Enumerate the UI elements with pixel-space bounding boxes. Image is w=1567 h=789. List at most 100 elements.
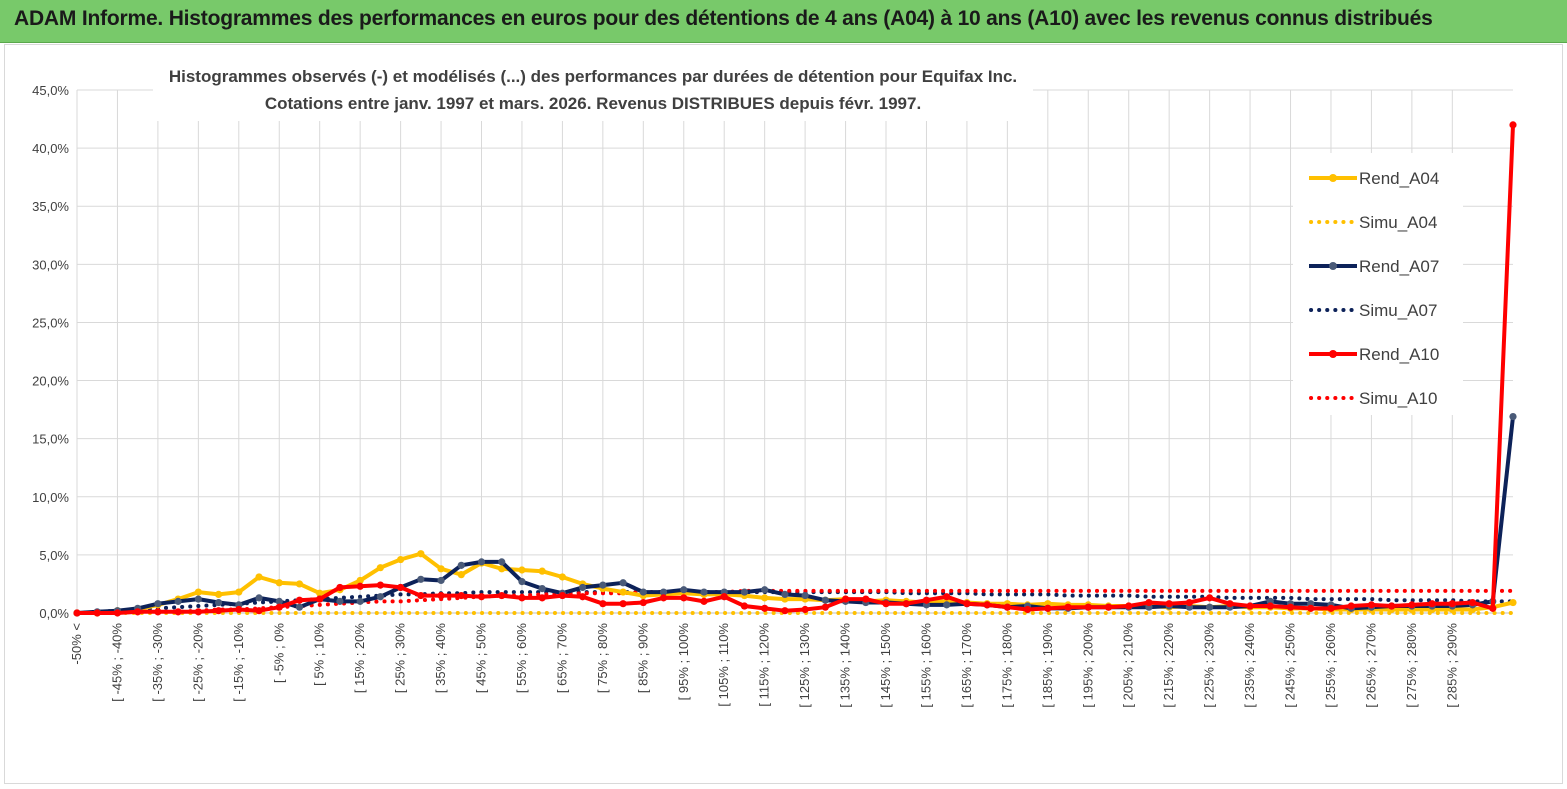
data-point-Rend_A10 <box>457 591 465 600</box>
y-tick-label: 20,0% <box>32 374 69 389</box>
data-point-Rend_A07 <box>943 601 951 609</box>
data-point-Rend_A07 <box>194 595 202 603</box>
data-point-Rend_A07 <box>700 588 708 596</box>
y-tick-label: 15,0% <box>32 432 69 447</box>
data-point-Rend_A07 <box>214 598 223 607</box>
data-point-Rend_A10 <box>154 608 162 616</box>
series-layer <box>73 121 1517 617</box>
data-point-Rend_A10 <box>1226 600 1234 608</box>
data-point-Rend_A10 <box>134 608 142 616</box>
data-point-Rend_A04 <box>761 594 769 602</box>
data-point-Rend_A10 <box>73 609 81 617</box>
data-point-Rend_A10 <box>295 596 304 604</box>
legend-label-Rend_A07: Rend_A07 <box>1359 257 1439 276</box>
x-tick-label: [ 205% ; 210% <box>1121 623 1136 708</box>
x-tick-label: [ 265% ; 270% <box>1363 623 1378 708</box>
x-tick-label: [ -5% ; 0% <box>271 623 286 683</box>
y-tick-label: 10,0% <box>32 490 69 505</box>
data-point-Rend_A07 <box>619 579 627 587</box>
data-point-Rend_A04 <box>538 567 546 575</box>
data-point-Rend_A10 <box>761 604 769 612</box>
data-point-Rend_A10 <box>1388 602 1396 610</box>
x-tick-label: [ 235% ; 240% <box>1242 623 1257 708</box>
data-point-Rend_A07 <box>1509 412 1517 421</box>
x-tick-label: [ 25% ; 30% <box>393 623 408 694</box>
data-point-Rend_A04 <box>518 566 526 574</box>
x-tick-label: [ 135% ; 140% <box>838 623 853 708</box>
y-tick-label: 30,0% <box>32 257 69 272</box>
data-point-Rend_A07 <box>255 594 263 602</box>
data-point-Rend_A07 <box>680 586 688 594</box>
data-point-Rend_A04 <box>295 580 304 588</box>
chart-area: 0,0% 5,0% 10,0% 15,0% 20,0% 25,0% 30,0% 35,0% 40… <box>4 44 1563 784</box>
x-tick-label: [ 95% ; 100% <box>676 623 691 701</box>
data-point-Rend_A07 <box>356 597 364 605</box>
data-point-Rend_A10 <box>659 594 668 602</box>
data-point-Rend_A04 <box>437 565 445 573</box>
data-point-Rend_A10 <box>1023 605 1032 614</box>
data-point-Rend_A07 <box>781 590 789 599</box>
x-tick-label: [ 255% ; 260% <box>1323 623 1338 708</box>
x-tick-label: [ 35% ; 40% <box>433 623 448 694</box>
data-point-Rend_A10 <box>113 609 122 617</box>
data-point-Rend_A07 <box>1206 603 1214 611</box>
x-tick-label: [ 215% ; 220% <box>1161 623 1176 708</box>
data-point-Rend_A10 <box>680 594 688 602</box>
legend-marker-Rend_A07 <box>1329 262 1337 270</box>
data-point-Rend_A10 <box>1489 604 1497 612</box>
data-point-Rend_A07 <box>437 576 445 585</box>
x-tick-label: [ 85% ; 90% <box>635 623 650 694</box>
data-point-Rend_A10 <box>1145 598 1153 607</box>
data-point-Rend_A07 <box>579 583 587 592</box>
data-point-Rend_A10 <box>1165 600 1173 608</box>
y-tick-label: 35,0% <box>32 199 69 214</box>
x-tick-label: [ 155% ; 160% <box>918 623 933 708</box>
data-point-Rend_A07 <box>821 596 829 604</box>
x-tick-label: [ -15% ; -10% <box>231 623 246 702</box>
data-point-Rend_A10 <box>1206 594 1214 602</box>
x-tick-label: [ 145% ; 150% <box>878 623 893 708</box>
x-tick-label: [ 245% ; 250% <box>1283 623 1298 708</box>
data-point-Rend_A04 <box>1509 598 1517 607</box>
legend-label-Simu_A10: Simu_A10 <box>1359 389 1437 408</box>
axis-layer: 0,0% 5,0% 10,0% 15,0% 20,0% 25,0% 30,0% 35,0% 40… <box>32 83 1513 708</box>
data-point-Rend_A07 <box>599 581 607 589</box>
data-point-Rend_A10 <box>821 603 829 611</box>
data-point-Rend_A07 <box>477 558 486 566</box>
data-point-Rend_A04 <box>457 571 465 579</box>
data-point-Rend_A10 <box>397 583 405 592</box>
data-point-Rend_A10 <box>1125 602 1133 610</box>
x-tick-label: [ -25% ; -20% <box>190 623 205 702</box>
data-point-Rend_A10 <box>255 607 263 615</box>
legend-label-Rend_A04: Rend_A04 <box>1359 169 1439 188</box>
data-point-Rend_A10 <box>1104 603 1113 611</box>
data-point-Rend_A07 <box>295 603 304 611</box>
data-point-Rend_A10 <box>1246 602 1254 610</box>
data-point-Rend_A10 <box>720 593 728 601</box>
y-tick-label: 5,0% <box>39 548 69 563</box>
data-point-Rend_A10 <box>1448 600 1456 608</box>
data-point-Rend_A10 <box>781 607 789 615</box>
legend-label-Simu_A07: Simu_A07 <box>1359 301 1437 320</box>
data-point-Rend_A10 <box>862 595 870 603</box>
data-point-Rend_A07 <box>174 597 182 605</box>
data-point-Rend_A10 <box>882 600 890 608</box>
data-point-Rend_A04 <box>255 573 263 581</box>
data-point-Rend_A07 <box>417 575 425 583</box>
data-point-Rend_A07 <box>376 593 384 601</box>
data-point-Rend_A10 <box>1185 598 1193 607</box>
x-tick-label: [ 105% ; 110% <box>716 623 731 707</box>
data-point-Rend_A10 <box>943 593 951 601</box>
data-point-Rend_A04 <box>558 573 567 581</box>
data-point-Rend_A07 <box>659 588 668 596</box>
x-tick-label: [ 55% ; 60% <box>514 623 529 694</box>
legend-label-Rend_A10: Rend_A10 <box>1359 345 1439 364</box>
data-point-Rend_A04 <box>194 588 202 596</box>
y-tick-label: 40,0% <box>32 141 69 156</box>
data-point-Rend_A04 <box>417 550 425 558</box>
data-point-Rend_A10 <box>902 600 910 608</box>
data-point-Rend_A07 <box>275 597 283 605</box>
data-point-Rend_A10 <box>417 591 425 600</box>
x-tick-label: [ 195% ; 200% <box>1080 623 1095 708</box>
y-tick-label: 45,0% <box>32 83 69 98</box>
